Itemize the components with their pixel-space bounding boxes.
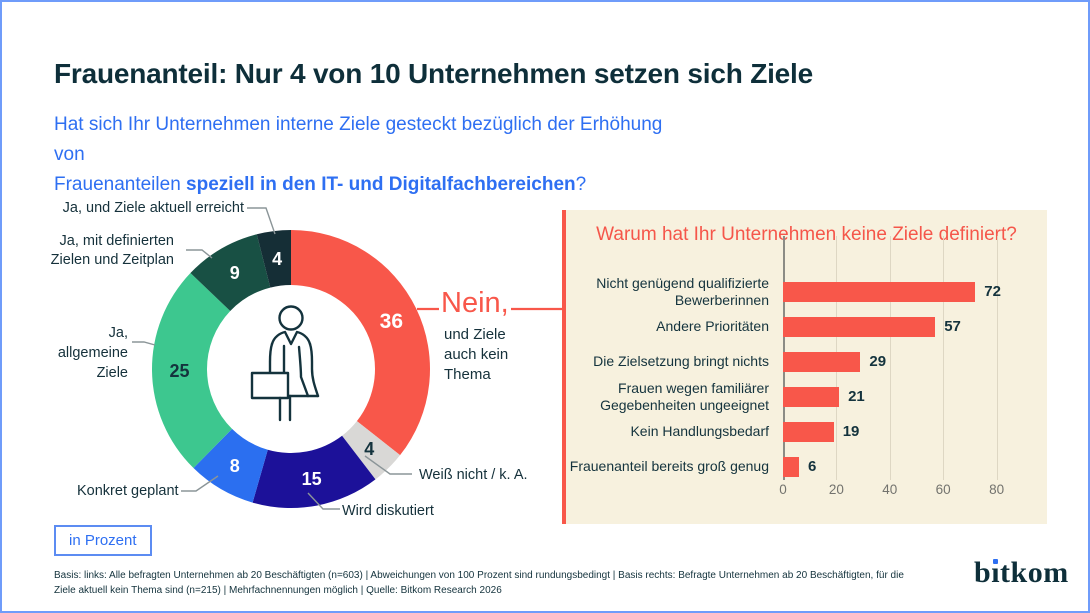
bar-value-label: 19 [842, 423, 860, 440]
donut-segment [291, 230, 430, 456]
question-bold-text: speziell in den IT- und Digitalfachberei… [186, 174, 576, 195]
gridline [889, 236, 891, 480]
x-tick-label: 0 [779, 482, 787, 497]
x-tick-label: 80 [989, 482, 1005, 497]
bar-row: Andere Prioritäten 57 [566, 309, 1041, 344]
callout-konkret-geplant: Konkret geplant [77, 483, 179, 499]
question-regular-text: Frauenanteilen [54, 174, 187, 195]
bar-value-label: 6 [808, 458, 817, 475]
bar-chart-axis-ticks: 0 20 40 60 80 [779, 482, 1004, 502]
bar-row: Kein Handlungsbedarf 19 [566, 414, 1041, 449]
x-tick-label: 20 [828, 482, 844, 497]
callout-nein-subtitle: und Ziele auch kein Thema [444, 326, 509, 383]
donut-value-label: 36 [380, 310, 403, 333]
logo-letter-i: ı [991, 556, 1000, 590]
gridline [996, 236, 998, 480]
bar-label: Nicht genügend qualifizierte Bewerberinn… [596, 274, 769, 308]
donut-segment [190, 234, 271, 312]
donut-value-label: 8 [230, 456, 240, 476]
bar-label: Frauenanteil bereits groß genug [569, 458, 769, 474]
donut-segment [256, 230, 291, 288]
bitkom-logo: bı tkom [974, 556, 1069, 590]
bar-label: Kein Handlungsbedarf [630, 423, 769, 439]
donut-segment [152, 273, 233, 469]
donut-segments: 36 4 15 8 25 9 4 [152, 230, 430, 509]
callout-wird-diskutiert: Wird diskutiert [342, 503, 434, 519]
question-end-text: ? [575, 174, 587, 195]
callout-nein-title: Nein, [441, 287, 509, 319]
donut-value-label: 4 [364, 439, 374, 459]
question-line-1: Hat sich Ihr Unternehmen interne Ziele g… [54, 114, 663, 165]
page-title: Frauenanteil: Nur 4 von 10 Unternehmen s… [54, 58, 814, 89]
logo-blue-dot-icon [993, 559, 999, 564]
gridline [943, 236, 945, 480]
woman-briefcase-icon [250, 305, 320, 422]
logo-letter-b: b [974, 556, 992, 589]
survey-question: Hat sich Ihr Unternehmen interne Ziele g… [54, 110, 694, 200]
donut-value-label: 15 [302, 469, 322, 489]
callout-ziele-erreicht: Ja, und Ziele aktuell erreicht [62, 200, 244, 216]
callout-ziele-zeitplan: Ja, mit definierten Zielen und Zeitplan [50, 233, 174, 268]
bar-value-label: 21 [848, 388, 865, 405]
bar [783, 316, 936, 337]
donut-value-label: 9 [230, 263, 240, 283]
bar [783, 456, 800, 477]
bar [783, 386, 840, 407]
bar-value-label: 57 [944, 318, 961, 335]
unit-badge: in Prozent [54, 525, 152, 556]
question-line-2: Frauenanteilen speziell in den IT- und D… [54, 170, 694, 200]
bar-chart-title: Warum hat Ihr Unternehmen keine Ziele de… [596, 224, 1017, 245]
donut-chart: 36 4 15 8 25 9 4 [152, 230, 430, 509]
bar [783, 351, 861, 372]
x-tick-label: 60 [935, 482, 951, 497]
donut-value-label: 4 [272, 249, 282, 269]
bar [783, 281, 976, 302]
x-tick-label: 40 [882, 482, 898, 497]
bar-row: Frauen wegen familiärer Gegebenheiten un… [566, 379, 1041, 414]
bar-row: Frauenanteil bereits groß genug 6 [566, 449, 1041, 484]
bar-row: Die Zielsetzung bringt nichts 29 [566, 344, 1041, 379]
donut-segment [252, 435, 376, 509]
bar-chart-rows: Nicht genügend qualifizierte Bewerberinn… [566, 274, 1041, 484]
donut-value-label: 25 [169, 361, 189, 381]
callout-allgemeine-ziele: Ja, allgemeine Ziele [57, 325, 128, 381]
footnote: Basis: links: Alle befragten Unternehmen… [54, 570, 904, 596]
bar-label: Frauen wegen familiärer Gegebenheiten un… [600, 379, 769, 413]
bar-label: Die Zielsetzung bringt nichts [593, 353, 769, 369]
bar-label: Andere Prioritäten [656, 318, 769, 334]
bar-value-label: 72 [984, 283, 1001, 300]
callout-weiss-nicht: Weiß nicht / k. A. [419, 467, 528, 483]
donut-segment [193, 428, 268, 503]
logo-letters-tkom: tkom [1000, 556, 1069, 589]
bar-value-label: 29 [869, 353, 887, 370]
bar-row: Nicht genügend qualifizierte Bewerberinn… [566, 274, 1041, 309]
bar [783, 421, 834, 442]
bar-chart-panel: Warum hat Ihr Unternehmen keine Ziele de… [562, 210, 1047, 524]
logo-dotless-i: ı [991, 556, 1001, 589]
